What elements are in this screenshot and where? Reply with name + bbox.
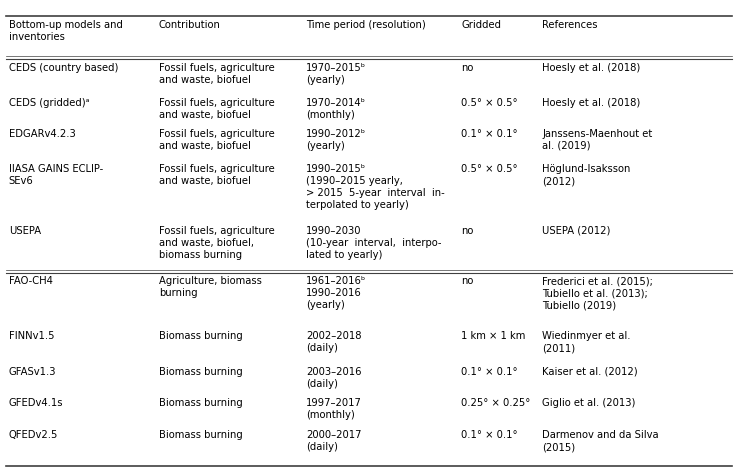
- Text: no: no: [461, 63, 474, 73]
- Text: Contribution: Contribution: [159, 20, 221, 30]
- Text: Fossil fuels, agriculture
and waste, biofuel: Fossil fuels, agriculture and waste, bio…: [159, 63, 275, 85]
- Text: Fossil fuels, agriculture
and waste, biofuel: Fossil fuels, agriculture and waste, bio…: [159, 98, 275, 120]
- Text: QFEDv2.5: QFEDv2.5: [9, 429, 58, 439]
- Text: 0.1° × 0.1°: 0.1° × 0.1°: [461, 129, 518, 139]
- Text: CEDS (gridded)ᵃ: CEDS (gridded)ᵃ: [9, 98, 89, 108]
- Text: Giglio et al. (2013): Giglio et al. (2013): [542, 397, 636, 407]
- Text: 0.1° × 0.1°: 0.1° × 0.1°: [461, 366, 518, 376]
- Text: Frederici et al. (2015);
Tubiello et al. (2013);
Tubiello (2019): Frederici et al. (2015); Tubiello et al.…: [542, 276, 653, 310]
- Text: no: no: [461, 276, 474, 286]
- Text: Biomass burning: Biomass burning: [159, 397, 242, 407]
- Text: FINNv1.5: FINNv1.5: [9, 331, 55, 341]
- Text: 1990–2012ᵇ
(yearly): 1990–2012ᵇ (yearly): [306, 129, 366, 150]
- Text: 0.5° × 0.5°: 0.5° × 0.5°: [461, 164, 518, 174]
- Text: FAO-CH4: FAO-CH4: [9, 276, 52, 286]
- Text: 2002–2018
(daily): 2002–2018 (daily): [306, 331, 362, 353]
- Text: 1970–2014ᵇ
(monthly): 1970–2014ᵇ (monthly): [306, 98, 366, 120]
- Text: Hoesly et al. (2018): Hoesly et al. (2018): [542, 63, 641, 73]
- Text: 1961–2016ᵇ
1990–2016
(yearly): 1961–2016ᵇ 1990–2016 (yearly): [306, 276, 367, 310]
- Text: 0.5° × 0.5°: 0.5° × 0.5°: [461, 98, 518, 108]
- Text: Gridded: Gridded: [461, 20, 501, 30]
- Text: 2003–2016
(daily): 2003–2016 (daily): [306, 366, 362, 388]
- Text: IIASA GAINS ECLIP-
SEv6: IIASA GAINS ECLIP- SEv6: [9, 164, 103, 186]
- Text: GFASv1.3: GFASv1.3: [9, 366, 56, 376]
- Text: 1990–2015ᵇ
(1990–2015 yearly,
> 2015  5-year  interval  in-
terpolated to yearly: 1990–2015ᵇ (1990–2015 yearly, > 2015 5-y…: [306, 164, 445, 210]
- Text: Wiedinmyer et al.
(2011): Wiedinmyer et al. (2011): [542, 331, 631, 353]
- Text: USEPA: USEPA: [9, 226, 41, 236]
- Text: 0.25° × 0.25°: 0.25° × 0.25°: [461, 397, 531, 407]
- Text: CEDS (country based): CEDS (country based): [9, 63, 118, 73]
- Text: no: no: [461, 226, 474, 236]
- Text: Darmenov and da Silva
(2015): Darmenov and da Silva (2015): [542, 429, 659, 451]
- Text: 1970–2015ᵇ
(yearly): 1970–2015ᵇ (yearly): [306, 63, 366, 85]
- Text: Janssens-Maenhout et
al. (2019): Janssens-Maenhout et al. (2019): [542, 129, 652, 150]
- Text: 1990–2030
(10-year  interval,  interpo-
lated to yearly): 1990–2030 (10-year interval, interpo- la…: [306, 226, 442, 259]
- Text: 1997–2017
(monthly): 1997–2017 (monthly): [306, 397, 362, 419]
- Text: USEPA (2012): USEPA (2012): [542, 226, 611, 236]
- Text: Fossil fuels, agriculture
and waste, biofuel: Fossil fuels, agriculture and waste, bio…: [159, 164, 275, 186]
- Text: Biomass burning: Biomass burning: [159, 331, 242, 341]
- Text: 0.1° × 0.1°: 0.1° × 0.1°: [461, 429, 518, 439]
- Text: Fossil fuels, agriculture
and waste, biofuel,
biomass burning: Fossil fuels, agriculture and waste, bio…: [159, 226, 275, 259]
- Text: Biomass burning: Biomass burning: [159, 366, 242, 376]
- Text: GFEDv4.1s: GFEDv4.1s: [9, 397, 63, 407]
- Text: 1 km × 1 km: 1 km × 1 km: [461, 331, 525, 341]
- Text: Time period (resolution): Time period (resolution): [306, 20, 426, 30]
- Text: EDGARv4.2.3: EDGARv4.2.3: [9, 129, 75, 139]
- Text: Biomass burning: Biomass burning: [159, 429, 242, 439]
- Text: 2000–2017
(daily): 2000–2017 (daily): [306, 429, 362, 451]
- Text: Kaiser et al. (2012): Kaiser et al. (2012): [542, 366, 638, 376]
- Text: Hoesly et al. (2018): Hoesly et al. (2018): [542, 98, 641, 108]
- Text: Agriculture, biomass
burning: Agriculture, biomass burning: [159, 276, 261, 298]
- Text: Bottom-up models and
inventories: Bottom-up models and inventories: [9, 20, 123, 41]
- Text: Fossil fuels, agriculture
and waste, biofuel: Fossil fuels, agriculture and waste, bio…: [159, 129, 275, 150]
- Text: References: References: [542, 20, 598, 30]
- Text: Höglund-Isaksson
(2012): Höglund-Isaksson (2012): [542, 164, 631, 186]
